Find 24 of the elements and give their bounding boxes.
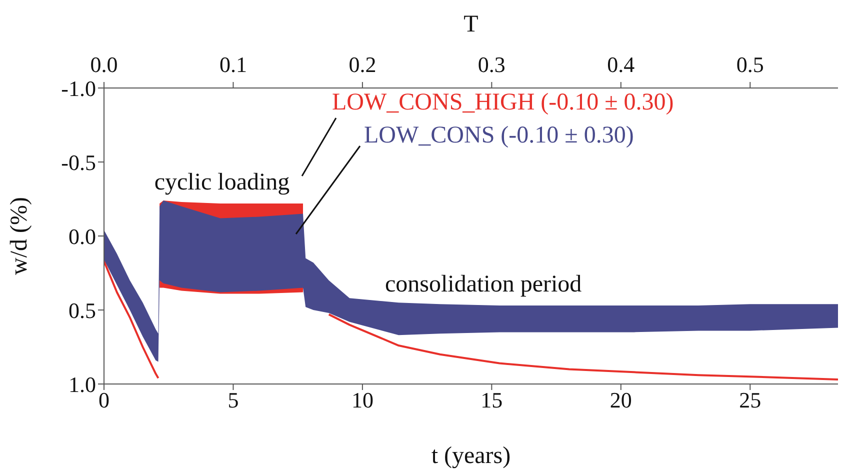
x2-tick-label: 0.3 — [478, 52, 506, 77]
annotation: consolidation period — [385, 272, 582, 298]
x-tick-label: 0 — [98, 388, 110, 413]
x-tick-label: 15 — [480, 388, 503, 413]
x-tick-label: 5 — [228, 388, 239, 413]
x2-tick-label: 0.0 — [90, 52, 118, 77]
y-tick-label: 0.5 — [68, 298, 96, 323]
x2-tick-label: 0.4 — [607, 52, 635, 77]
y-tick-label: 0.0 — [68, 224, 96, 249]
y-axis-title: w/d (%) — [6, 197, 33, 275]
x2-tick-label: 0.5 — [736, 52, 764, 77]
legend-label: LOW_CONS (-0.10 ± 0.30) — [364, 122, 634, 149]
x2-tick-label: 0.1 — [219, 52, 247, 77]
x-tick-label: 20 — [610, 388, 632, 413]
annotation: cyclic loading — [154, 170, 290, 196]
x-axis-title: t (years) — [431, 443, 511, 469]
x-tick-label: 25 — [739, 388, 762, 413]
x2-tick-label: 0.2 — [348, 52, 376, 77]
y-tick-label: -1.0 — [61, 76, 96, 101]
y-tick-label: -0.5 — [61, 150, 96, 175]
text: LOW_CONS_HIGH (-0.10 ± 0.30) — [332, 90, 674, 116]
x-tick-label: 10 — [351, 388, 374, 413]
y-tick-label: 1.0 — [68, 372, 96, 397]
x2-axis-title: T — [464, 12, 479, 38]
